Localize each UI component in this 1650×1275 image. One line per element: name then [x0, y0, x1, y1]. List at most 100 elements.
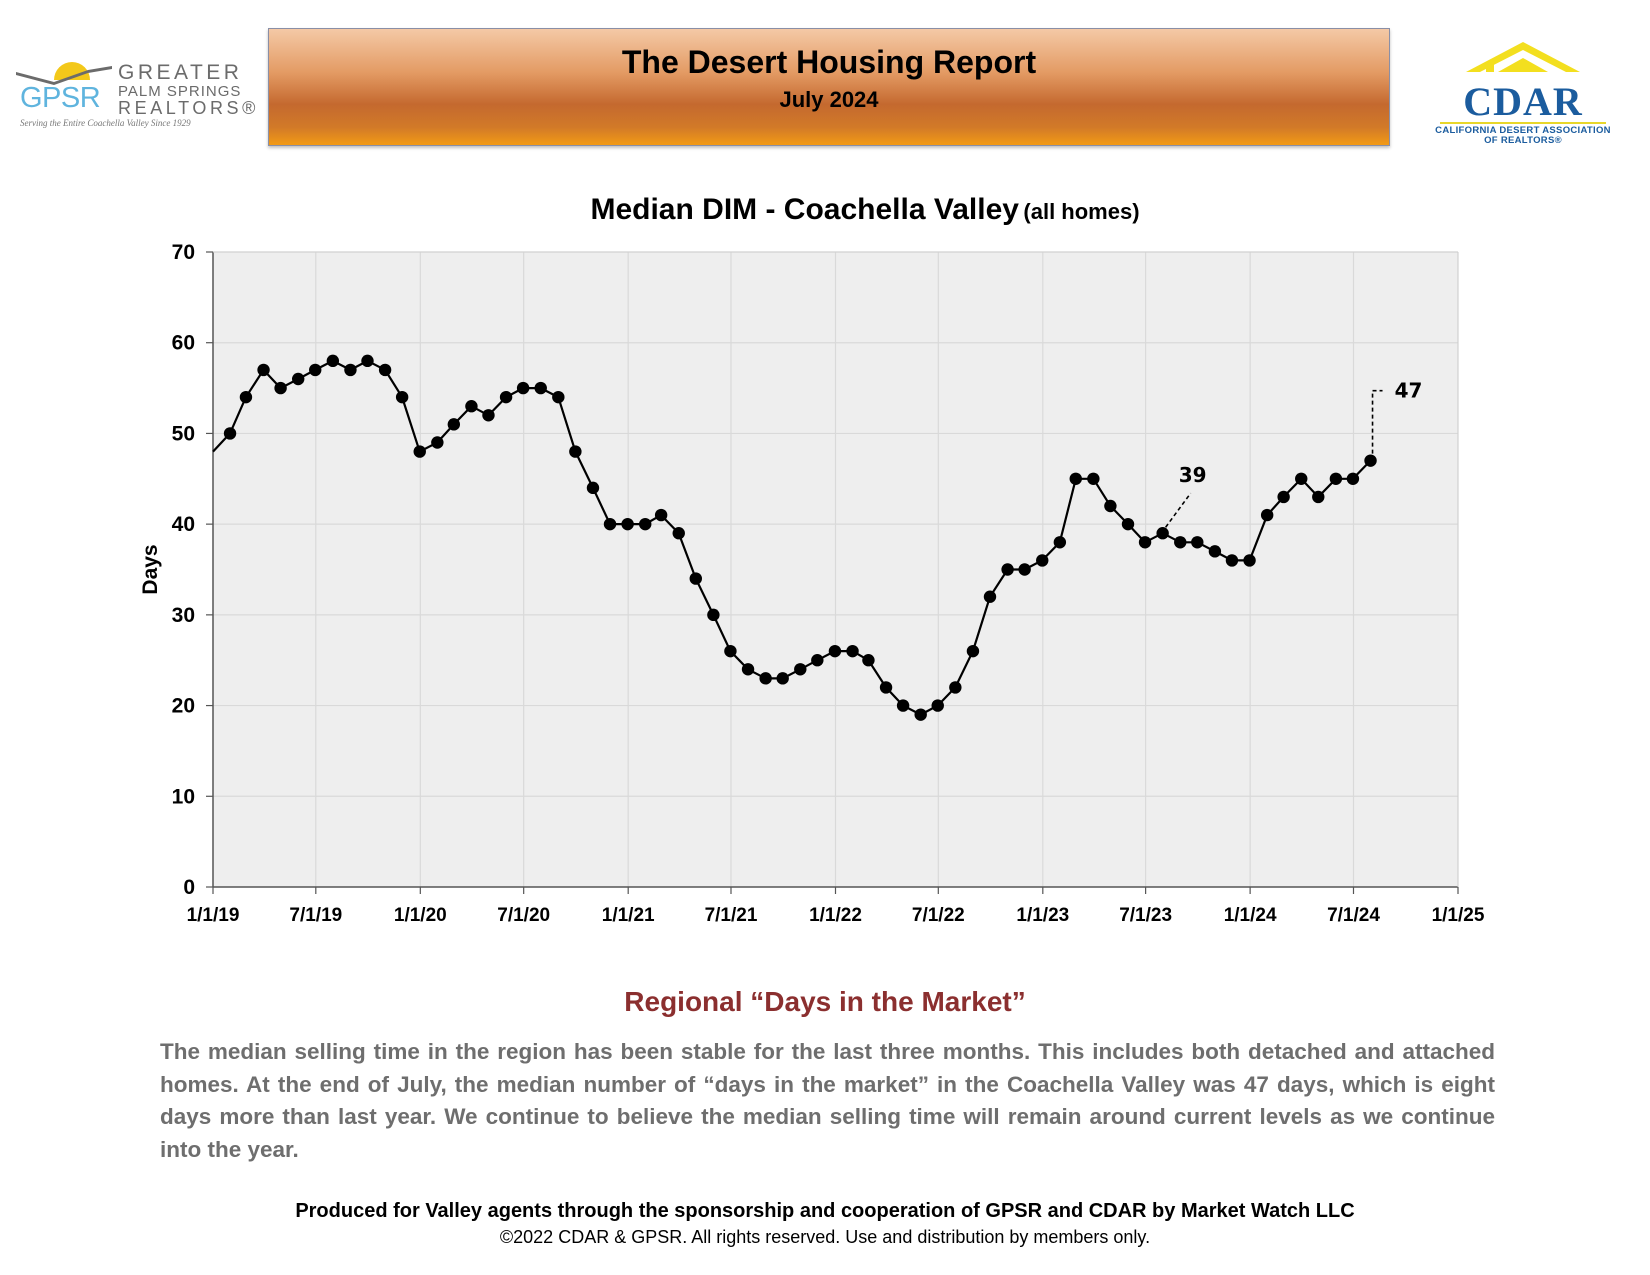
data-point	[1243, 554, 1256, 567]
gpsr-line-3: REALTORS®	[118, 98, 260, 118]
data-point	[465, 400, 478, 413]
data-point	[1174, 536, 1187, 549]
cdar-name-line-2: OF REALTORS®	[1484, 134, 1562, 146]
data-point	[1104, 499, 1117, 513]
gpsr-line-1: GREATER	[118, 61, 243, 84]
data-point	[552, 390, 565, 404]
data-point	[1036, 554, 1049, 567]
data-point	[689, 572, 702, 585]
data-point	[672, 527, 685, 540]
data-point	[759, 672, 772, 685]
data-label: 39	[1179, 463, 1207, 487]
data-point	[949, 681, 962, 694]
tick-label-y: 0	[183, 876, 195, 899]
data-point	[1312, 490, 1325, 504]
data-point	[1018, 563, 1031, 576]
tick-label-x: 1/1/20	[394, 905, 447, 926]
data-point	[914, 708, 927, 721]
cdar-name-line-1: CALIFORNIA DESERT ASSOCIATION	[1435, 125, 1611, 136]
data-point	[431, 436, 444, 449]
data-point	[395, 390, 409, 404]
tick-label-x: 7/1/19	[289, 905, 342, 926]
gpsr-line-2: PALM SPRINGS	[118, 83, 242, 100]
tick-label-y: 60	[172, 332, 195, 355]
data-point	[1191, 536, 1204, 549]
gpsr-mark: GPSR	[20, 82, 101, 115]
data-point	[291, 372, 305, 386]
data-point	[1225, 554, 1239, 567]
annotation-leader	[1371, 389, 1383, 454]
data-point	[931, 699, 944, 712]
data-point	[1260, 508, 1274, 522]
data-point	[361, 354, 374, 368]
chart-title: Median DIM - Coachella Valley (all homes…	[0, 193, 1650, 227]
section-heading: Regional “Days in the Market”	[624, 986, 1026, 1017]
footer-copyright: ©2022 CDAR & GPSR. All rights reserved. …	[499, 1227, 1151, 1247]
chart-title-main: Median DIM - Coachella Valley	[590, 193, 1019, 226]
tick-label-x: 7/1/22	[912, 905, 965, 926]
tick-label-x: 1/1/19	[187, 905, 240, 926]
chart-svg: 0 10 20 30 40 50 60 70 1/1/19 7/1/19 1/1/20 7/1/20 1…	[139, 241, 1485, 926]
gpsr-mark-gp: GP	[20, 82, 61, 114]
chart-title-sub: (all homes)	[1023, 199, 1140, 224]
tick-label-x: 7/1/24	[1327, 905, 1380, 926]
annotation-leader	[1165, 492, 1192, 528]
cdar-wordmark: CDAR	[1463, 79, 1583, 124]
cdar-roof-icon	[1466, 42, 1580, 72]
y-axis-title: Days	[139, 544, 162, 594]
data-point	[811, 654, 824, 667]
data-point	[1277, 490, 1290, 504]
tick-label-x: 1/1/21	[602, 905, 655, 926]
tick-label-y: 10	[172, 785, 195, 808]
data-point	[1156, 527, 1169, 540]
report-banner: The Desert Housing Report July 2024	[268, 28, 1390, 146]
data-point	[1208, 545, 1222, 558]
tick-label-x: 7/1/21	[705, 905, 758, 926]
data-point	[499, 390, 513, 404]
data-point	[482, 409, 495, 422]
data-point	[257, 363, 270, 377]
data-label: 47	[1395, 379, 1423, 403]
gpsr-sun-roof-icon	[16, 62, 112, 85]
data-point	[1346, 472, 1360, 485]
gpsr-mark-sr: SR	[60, 82, 101, 114]
tick-label-y: 20	[172, 695, 195, 718]
data-point	[828, 644, 842, 658]
data-point	[639, 517, 652, 531]
data-point	[603, 517, 617, 531]
gpsr-tagline: Serving the Entire Coachella Valley Sinc…	[20, 118, 191, 128]
data-point	[741, 663, 755, 676]
data-point	[1138, 536, 1152, 549]
data-point	[846, 644, 859, 658]
dim-chart: 0 10 20 30 40 50 60 70 1/1/19 7/1/19 1/1/20 7/1/20 1…	[0, 185, 1650, 945]
data-point	[707, 608, 720, 622]
tick-label-y: 30	[172, 604, 195, 627]
tick-label-x: 1/1/25	[1432, 905, 1485, 926]
data-point	[776, 672, 789, 685]
tick-label-y: 40	[172, 513, 195, 536]
tick-label-x: 1/1/24	[1224, 905, 1277, 926]
data-point	[1364, 454, 1377, 467]
gpsr-wordmark: GREATER PALM SPRINGS REALTORS®	[118, 62, 259, 117]
data-point	[516, 381, 530, 395]
data-point	[534, 381, 547, 395]
tick-label-x: 1/1/22	[809, 905, 862, 926]
data-point	[1053, 536, 1067, 549]
data-point	[654, 508, 668, 522]
data-point	[413, 445, 426, 458]
cdar-rule	[1440, 122, 1606, 124]
tick-label-x: 7/1/20	[497, 905, 550, 926]
data-point	[447, 418, 461, 431]
data-point	[983, 590, 997, 603]
tick-label-y: 70	[172, 241, 195, 264]
report-date: July 2024	[779, 87, 879, 112]
data-point	[966, 644, 980, 658]
data-point	[794, 663, 807, 676]
data-point	[1329, 472, 1343, 485]
tick-label-x: 1/1/23	[1016, 905, 1069, 926]
data-point	[621, 517, 634, 531]
data-point	[724, 644, 737, 658]
data-point	[586, 481, 600, 495]
data-point	[1087, 472, 1100, 485]
data-point	[896, 699, 910, 712]
